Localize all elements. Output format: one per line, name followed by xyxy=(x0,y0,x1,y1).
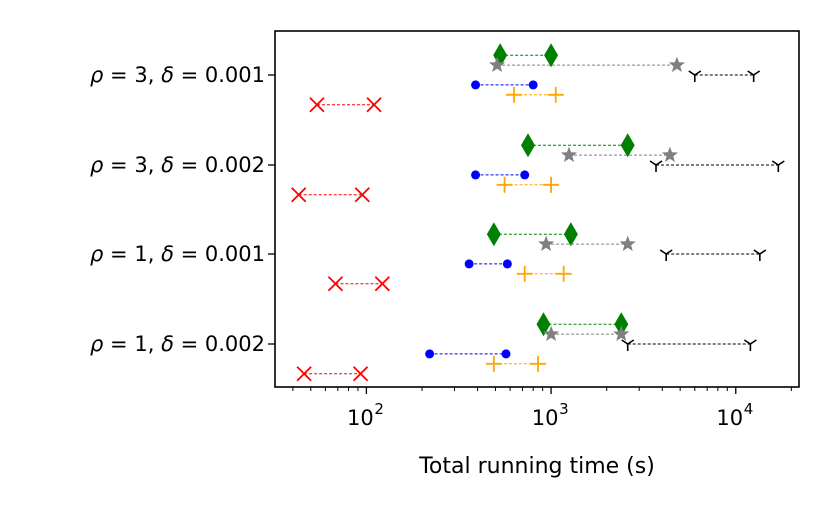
circle-marker xyxy=(471,80,481,90)
x-marker xyxy=(354,187,370,203)
x-tick-label: 10 xyxy=(347,406,374,430)
tri-marker xyxy=(649,160,663,172)
star-marker xyxy=(668,56,685,72)
x-marker xyxy=(327,276,344,292)
plus-marker xyxy=(543,176,560,193)
diamond-marker xyxy=(614,312,629,337)
y-tick-label: ρ = 1, δ = 0.001 xyxy=(90,242,265,266)
x-tick-label: 10 xyxy=(532,406,559,430)
series-star xyxy=(489,56,685,341)
diamond-marker xyxy=(486,222,501,247)
star-marker xyxy=(619,235,636,251)
x-marker xyxy=(309,97,325,113)
circle-marker xyxy=(464,259,474,269)
x-marker xyxy=(366,97,382,113)
star-marker xyxy=(489,56,506,72)
series-tri xyxy=(621,70,785,351)
plus-marker xyxy=(530,355,547,372)
tri-marker xyxy=(659,249,673,261)
tri-marker xyxy=(747,70,761,82)
x-axis-label: Total running time (s) xyxy=(418,454,655,479)
diamond-marker xyxy=(536,312,551,337)
circle-marker xyxy=(520,170,530,180)
diamond-marker xyxy=(544,43,559,68)
series-diamond xyxy=(486,43,635,337)
star-marker xyxy=(538,235,555,251)
series-plus xyxy=(485,86,572,372)
x-tick-label-exponent: 2 xyxy=(374,400,384,418)
y-tick-label: ρ = 3, δ = 0.001 xyxy=(90,63,265,87)
plus-marker xyxy=(485,355,502,372)
star-marker xyxy=(560,146,578,162)
star-marker xyxy=(661,146,678,162)
plus-marker xyxy=(516,265,533,282)
plus-marker xyxy=(547,86,564,103)
x-tick-label-exponent: 3 xyxy=(559,400,569,418)
tri-marker xyxy=(771,160,785,172)
plus-marker xyxy=(496,176,513,193)
circle-marker xyxy=(501,349,511,359)
tri-marker xyxy=(753,249,767,261)
diamond-marker xyxy=(563,222,578,247)
x-axis: 10 2 10 3 10 4 xyxy=(292,387,792,430)
plot-frame xyxy=(274,30,800,388)
x-marker xyxy=(291,187,307,203)
tri-marker xyxy=(621,339,635,351)
series-x xyxy=(291,97,390,382)
star-marker xyxy=(613,325,630,341)
marks-layer xyxy=(291,43,785,382)
circle-marker xyxy=(502,259,512,269)
circle-marker xyxy=(528,80,538,90)
y-axis: ρ = 3, δ = 0.001 ρ = 3, δ = 0.002 ρ = 1, δ… xyxy=(90,63,275,356)
plus-marker xyxy=(506,86,523,103)
x-marker xyxy=(352,366,369,382)
circle-marker xyxy=(425,349,435,359)
y-tick-label: ρ = 1, δ = 0.002 xyxy=(90,332,265,356)
diamond-marker xyxy=(620,133,635,158)
plus-marker xyxy=(555,265,572,282)
x-tick-label: 10 xyxy=(716,406,743,430)
circle-marker xyxy=(471,170,481,180)
series-circle xyxy=(425,80,538,359)
y-tick-label: ρ = 3, δ = 0.002 xyxy=(90,153,265,177)
tri-marker xyxy=(743,339,757,351)
x-marker xyxy=(374,276,390,292)
x-tick-label-exponent: 4 xyxy=(744,400,754,418)
star-marker xyxy=(543,325,560,341)
x-marker xyxy=(296,366,312,382)
diamond-marker xyxy=(521,133,536,158)
tri-marker xyxy=(688,70,702,82)
